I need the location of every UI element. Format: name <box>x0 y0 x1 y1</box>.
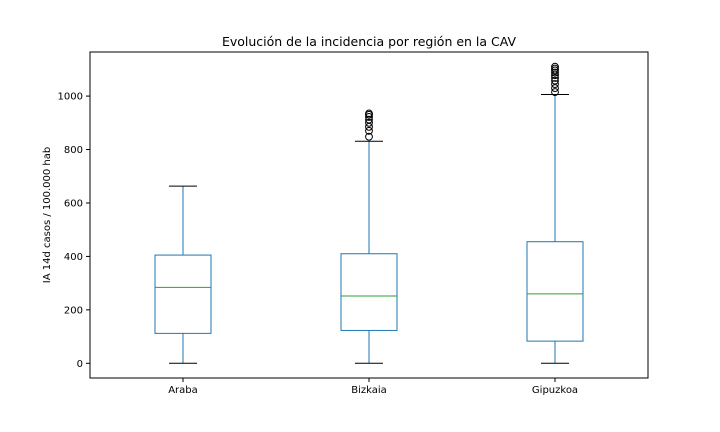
y-tick-label: 1000 <box>58 92 83 103</box>
outlier-point <box>365 113 373 121</box>
outlier-point <box>365 118 373 127</box>
outlier-point <box>551 62 559 71</box>
y-tick-label: 200 <box>64 305 83 316</box>
plot-frame <box>89 51 649 379</box>
box-araba <box>154 254 212 334</box>
y-axis-label: IA 14d casos / 100.000 hab <box>42 147 53 283</box>
outlier-point <box>551 74 559 82</box>
outlier-point <box>365 115 373 124</box>
outlier-point <box>551 68 559 77</box>
box-bizkaia <box>340 253 398 331</box>
x-tick-label: Bizkaia <box>351 385 387 396</box>
outlier-point <box>365 132 373 141</box>
y-tick-label: 600 <box>64 198 83 209</box>
outlier-point <box>551 84 559 92</box>
box-gipuzkoa <box>526 241 584 342</box>
x-tick-label: Araba <box>168 385 198 396</box>
y-tick-label: 0 <box>77 359 83 370</box>
chart-title: Evolución de la incidencia por región en… <box>222 34 517 49</box>
outlier-point <box>365 122 373 131</box>
outlier-point <box>551 88 559 96</box>
outlier-point <box>365 109 373 118</box>
outlier-point <box>365 126 373 135</box>
y-tick-label: 800 <box>64 145 83 156</box>
plot-area: 0 200 400 600 800 1000 Araba Bizkaia Gipuzkoa <box>58 62 584 396</box>
outlier-point <box>551 76 559 85</box>
x-tick-label: Gipuzkoa <box>532 385 578 396</box>
outlier-point <box>551 80 559 88</box>
y-tick-label: 400 <box>64 252 83 263</box>
